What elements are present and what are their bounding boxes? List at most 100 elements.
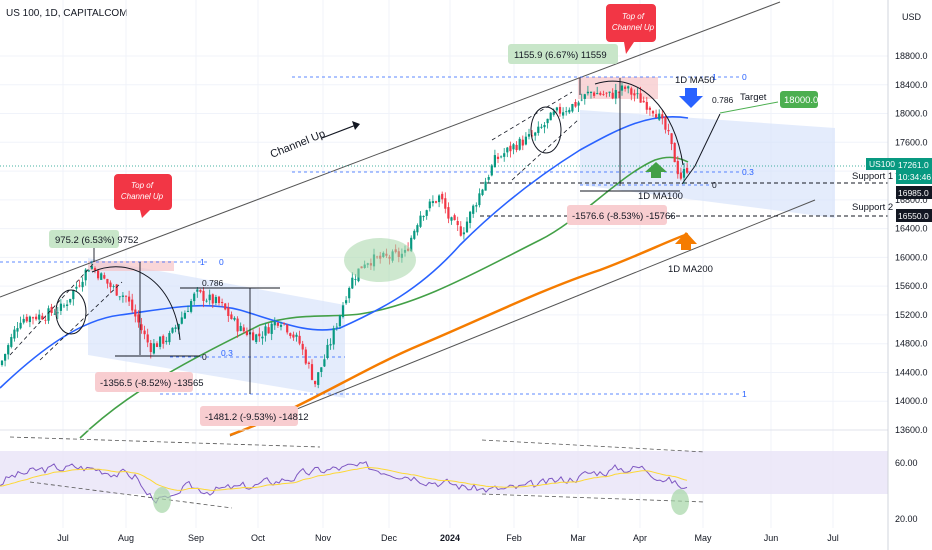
symbol-header: US 100, 1D, CAPITALCOM	[6, 8, 128, 19]
time-tick-label: Nov	[315, 533, 332, 543]
candle-body	[686, 167, 689, 173]
fib-03-left: 0.3	[221, 348, 233, 358]
candle-body	[549, 112, 552, 121]
ma50-label: 1D MA50	[675, 75, 715, 86]
candle-body	[193, 293, 196, 302]
top-label-line1: Top of	[131, 181, 154, 190]
support1-label: Support 1	[852, 171, 893, 182]
rsi-band	[0, 451, 888, 494]
ma100-label: 1D MA100	[638, 191, 683, 202]
candle-body	[453, 215, 456, 221]
candle-body	[208, 294, 211, 301]
candle-body	[124, 295, 128, 297]
channel-up-text: Channel Up	[269, 128, 327, 161]
candle-body	[608, 91, 611, 93]
rsi-trendlines	[9, 436, 706, 509]
candle-body	[199, 289, 202, 292]
candle-body	[50, 306, 53, 313]
candle-body	[524, 136, 527, 145]
candle-body	[338, 315, 341, 327]
channel-upper-line	[0, 1, 781, 298]
candle-body	[596, 93, 599, 95]
price-tick-label: 18000.0	[895, 109, 928, 119]
pattern-circle-2024	[530, 106, 562, 154]
candle-body	[152, 343, 155, 354]
candle-body	[571, 104, 574, 112]
candle-body	[245, 331, 248, 336]
candle-body	[679, 172, 682, 179]
candle-body	[583, 94, 586, 99]
candle-body	[47, 308, 50, 321]
candle-body	[565, 111, 568, 113]
candle-body	[441, 193, 444, 200]
candle-body	[270, 323, 273, 334]
rsi-tick-20: 20.00	[895, 514, 918, 524]
fib-1-left: 1	[200, 257, 205, 267]
time-tick-label: Sep	[188, 533, 204, 543]
candle-body	[506, 147, 509, 153]
time-tick-label: Dec	[381, 533, 398, 543]
fib-1-bottom: 1	[742, 389, 747, 399]
candle-body	[180, 317, 183, 324]
rsi-ma-line	[0, 466, 688, 492]
candle-body	[81, 281, 84, 288]
candle-body	[38, 314, 41, 320]
price-tick-label: 14000.0	[895, 396, 928, 406]
candle-body	[16, 328, 19, 332]
last-price-text: 17261.0	[898, 160, 929, 170]
fib-1-right: 1	[712, 72, 717, 82]
candle-body	[602, 94, 605, 95]
candle-body	[66, 304, 69, 306]
candle-body	[205, 300, 208, 302]
candle-body	[552, 111, 555, 115]
candle-body	[279, 324, 283, 327]
candle-body	[13, 329, 16, 339]
arc-2024	[594, 80, 684, 166]
support1-tag-text: 16985.0	[898, 188, 929, 198]
candle-body	[341, 305, 345, 317]
candle-body	[534, 132, 537, 136]
candle-body	[636, 93, 639, 95]
candle-body	[28, 316, 31, 323]
candle-body	[177, 324, 180, 330]
top-label-2024-line2: Channel Up	[612, 23, 655, 32]
candle-body	[109, 282, 112, 288]
candle-body	[518, 138, 521, 150]
candle-body	[521, 139, 524, 146]
candle-body	[289, 333, 292, 336]
candle-body	[56, 312, 59, 314]
fib-0-mid: 0	[202, 352, 207, 362]
drop-text-oct: -1481.2 (-9.53%) -14812	[205, 412, 309, 423]
candle-body	[589, 91, 593, 93]
price-axis[interactable]	[888, 0, 932, 550]
candle-body	[286, 324, 289, 333]
candle-body	[252, 332, 255, 341]
candle-body	[642, 100, 645, 103]
candle-body	[348, 287, 351, 299]
ma200-arrow	[675, 232, 697, 250]
candle-body	[72, 290, 75, 300]
candle-body	[540, 126, 543, 128]
candle-body	[25, 316, 28, 322]
time-tick-label: Jul	[57, 533, 69, 543]
last-price-tag	[896, 158, 932, 184]
time-tick-label: Jun	[764, 533, 779, 543]
candle-body	[69, 298, 72, 303]
candle-body	[413, 230, 416, 239]
candle-body	[214, 296, 217, 304]
measure-lines	[93, 78, 680, 394]
candle-body	[627, 86, 630, 89]
time-tick-label: Apr	[633, 533, 647, 543]
candle-body	[537, 126, 540, 133]
candle-body	[103, 275, 106, 279]
candle-body	[527, 134, 531, 137]
candle-body	[53, 313, 56, 315]
drop-box-oct	[200, 406, 298, 426]
candle-body	[159, 336, 162, 347]
candle-body	[239, 325, 242, 331]
time-tick-label: May	[694, 533, 712, 543]
candle-body	[469, 211, 472, 224]
candle-body	[31, 317, 35, 319]
candle-body	[664, 117, 667, 130]
